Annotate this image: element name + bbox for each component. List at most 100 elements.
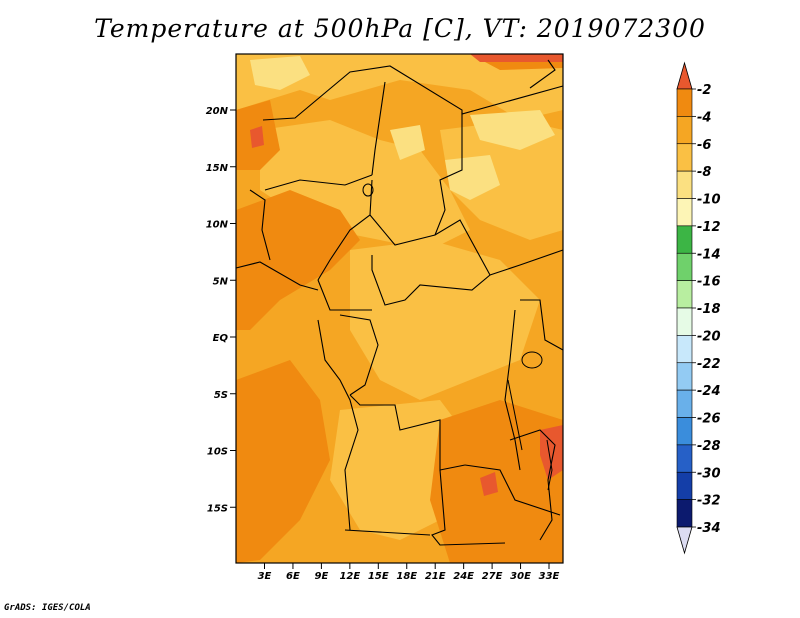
colorbar-segment xyxy=(676,280,693,309)
colorbar-segment xyxy=(676,335,693,364)
coast-dark-zone xyxy=(236,360,330,563)
colorbar-top-arrow xyxy=(676,61,693,90)
colorbar-label: -28 xyxy=(697,439,721,454)
colorbar-segment xyxy=(676,170,693,199)
colorbar-segment xyxy=(676,417,693,446)
colorbar-segment xyxy=(676,198,693,227)
lat-tick-label: 10S xyxy=(207,447,228,458)
border-cameroon-gabon xyxy=(317,279,372,311)
border-sudan-south xyxy=(489,249,564,276)
colorbar-label: -4 xyxy=(697,110,711,125)
colorbar-label: -32 xyxy=(697,494,721,509)
pale-patch-1 xyxy=(250,56,310,90)
colorbar-label: -12 xyxy=(697,220,721,235)
border-lake-region xyxy=(509,429,556,541)
colorbar-label: -14 xyxy=(697,247,721,262)
longitude-axis: 3E 6E 9E 12E 15E 18E 21E 24E 27E 30E 33E xyxy=(258,563,560,582)
lon-tick-label: 3E xyxy=(258,571,272,582)
se-dark-zone xyxy=(430,400,563,563)
east-light-zone xyxy=(440,120,563,240)
border-red-sea xyxy=(529,59,556,89)
border-west-coast xyxy=(235,261,319,291)
border-chad-sudan xyxy=(434,112,463,236)
lon-tick-label: 24E xyxy=(453,571,474,582)
border-angola-south xyxy=(344,529,431,536)
pale-patch-4 xyxy=(390,125,425,160)
colorbar-bottom-arrow xyxy=(676,526,693,555)
pale-patch-3 xyxy=(445,155,500,200)
lon-tick-label: 33E xyxy=(539,571,560,582)
colorbar-label: -6 xyxy=(697,138,711,153)
colorbar-segment xyxy=(676,88,693,117)
warm-spot-4 xyxy=(470,54,563,62)
border-drc-east xyxy=(504,309,521,471)
lat-tick-label: 15N xyxy=(206,163,229,174)
colorbar-label: -18 xyxy=(697,302,721,317)
colorbar-segment xyxy=(676,471,693,500)
border-chad-west xyxy=(371,81,386,176)
lon-tick-label: 6E xyxy=(286,571,300,582)
lon-tick-label: 27E xyxy=(482,571,503,582)
colorbar-segment xyxy=(676,389,693,418)
border-congo xyxy=(339,314,379,396)
border-car xyxy=(369,214,491,306)
lat-tick-label: 20N xyxy=(206,106,229,117)
map-frame xyxy=(235,53,564,564)
border-nigeria-cameroon xyxy=(317,179,373,281)
border-nigeria-niger xyxy=(264,174,373,191)
colorbar-segment xyxy=(676,362,693,391)
lon-tick-label: 18E xyxy=(396,571,417,582)
border-angola-zambia xyxy=(431,469,506,546)
lake-malawi xyxy=(546,439,553,491)
lon-tick-label: 21E xyxy=(425,571,446,582)
colorbar-label: -20 xyxy=(697,329,721,344)
lake-tanganyika xyxy=(507,379,523,451)
lat-tick-label: 10N xyxy=(206,220,229,231)
border-coast-gabon xyxy=(317,319,359,531)
colorbar-label: -2 xyxy=(697,83,711,98)
lat-tick-label: 5S xyxy=(214,390,228,401)
lake-outlines xyxy=(362,183,553,491)
border-east-africa xyxy=(520,299,564,351)
colorbar-segment xyxy=(676,252,693,281)
colorbar-label: -16 xyxy=(697,275,721,290)
colorbar-label: -30 xyxy=(697,466,721,481)
colorbar-segment xyxy=(676,116,693,145)
colorbar-label: -8 xyxy=(697,165,711,180)
lon-tick-label: 30E xyxy=(510,571,531,582)
colorbar-segment xyxy=(676,307,693,336)
warm-spot-2 xyxy=(480,472,498,496)
colorbar: -2 -4 -6 -8 -10 -12 -14 -16 -18 -20 -22 -24 -26 -28 -3… xyxy=(676,61,721,555)
grads-credit: GrADS: IGES/COLA xyxy=(4,603,91,613)
warm-spot-1 xyxy=(540,425,563,480)
lon-tick-label: 12E xyxy=(339,571,360,582)
central-light-zone xyxy=(350,240,540,400)
latitude-axis: 20N 15N 10N 5N EQ 5S 10S 15S xyxy=(206,106,236,514)
country-borders xyxy=(235,59,564,546)
lat-tick-label: EQ xyxy=(213,333,229,344)
colorbar-segment xyxy=(676,225,693,254)
colorbar-label: -10 xyxy=(697,193,721,208)
warm-spot-3 xyxy=(250,126,264,148)
colorbar-label: -22 xyxy=(697,357,721,372)
lon-tick-label: 15E xyxy=(368,571,389,582)
north-light-zone xyxy=(236,54,563,120)
temperature-field xyxy=(236,54,563,563)
colorbar-segment xyxy=(676,444,693,473)
colorbar-segment xyxy=(676,143,693,172)
colorbar-segment xyxy=(676,499,693,528)
border-west-africa-inner xyxy=(249,189,271,261)
map-title: Temperature at 500hPa [C], VT: 201907230… xyxy=(94,14,706,43)
border-zambia-east xyxy=(464,464,561,516)
lon-tick-label: 9E xyxy=(315,571,329,582)
lat-tick-label: 15S xyxy=(207,503,228,514)
colorbar-label: -34 xyxy=(697,521,721,536)
lat-tick-label: 5N xyxy=(213,276,229,287)
colorbar-label: -26 xyxy=(697,412,721,427)
lake-victoria xyxy=(521,351,543,369)
lake-chad xyxy=(362,183,374,197)
pale-patch-2 xyxy=(470,110,555,150)
west-dark-zone xyxy=(236,190,360,330)
colorbar-label: -24 xyxy=(697,384,721,399)
